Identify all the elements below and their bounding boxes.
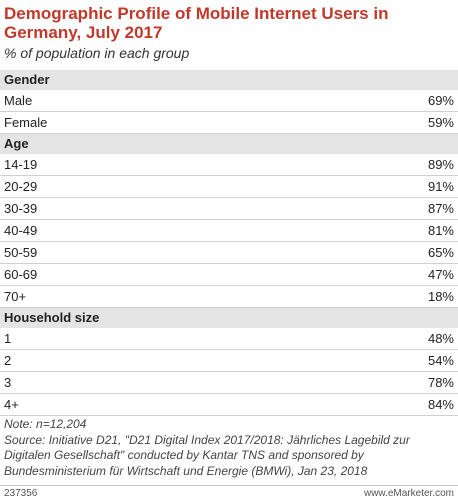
row-value: 69% [427, 93, 454, 108]
table-row: 70+ 18% [0, 286, 458, 308]
row-label: 1 [4, 331, 12, 346]
notes: Note: n=12,204 Source: Initiative D21, "… [4, 417, 456, 479]
row-value: 89% [427, 157, 454, 172]
row-value: 91% [427, 179, 454, 194]
table-row: Female 59% [0, 112, 458, 134]
row-label: Female [4, 115, 48, 130]
section-header: Gender [0, 70, 458, 90]
row-label: Male [4, 93, 33, 108]
table-row: 50-59 65% [0, 242, 458, 264]
title: Demographic Profile of Mobile Internet U… [4, 4, 389, 42]
row-label: 20-29 [4, 179, 38, 194]
table-row: 40-49 81% [0, 220, 458, 242]
row-label: 40-49 [4, 223, 38, 238]
row-label: 3 [4, 375, 12, 390]
table-row: 4+ 84% [0, 394, 458, 416]
table-row: 3 78% [0, 372, 458, 394]
table: Gender Male 69% Female 59% Age 14-19 89% 20-29 91… [0, 70, 458, 416]
row-value: 47% [427, 267, 454, 282]
footer-id: 237356 [4, 488, 38, 499]
table-row: 60-69 47% [0, 264, 458, 286]
row-label: 2 [4, 353, 12, 368]
table-row: 1 48% [0, 328, 458, 350]
row-label: 14-19 [4, 157, 38, 172]
row-label: 30-39 [4, 201, 38, 216]
source: Source: Initiative D21, "D21 Digital Ind… [4, 432, 410, 478]
table-row: 14-19 89% [0, 154, 458, 176]
row-value: 48% [427, 331, 454, 346]
row-label: 60-69 [4, 267, 38, 282]
row-value: 18% [427, 289, 454, 304]
row-label: 4+ [4, 397, 19, 412]
section-header: Household size [0, 308, 458, 328]
row-label: 70+ [4, 289, 27, 304]
footer: 237356 www.eMarketer.com [0, 485, 458, 499]
row-label: 50-59 [4, 245, 38, 260]
row-value: 87% [427, 201, 454, 216]
table-row: 30-39 87% [0, 198, 458, 220]
row-value: 54% [427, 353, 454, 368]
section-header: Age [0, 134, 458, 154]
row-value: 78% [427, 375, 454, 390]
subtitle: % of population in each group [4, 45, 190, 61]
row-value: 81% [427, 223, 454, 238]
note: Note: n=12,204 [4, 417, 87, 431]
table-row: 20-29 91% [0, 176, 458, 198]
row-value: 84% [427, 397, 454, 412]
table-row: Male 69% [0, 90, 458, 112]
brand: www.eMarketer.com [363, 488, 454, 499]
table-row: 2 54% [0, 350, 458, 372]
row-value: 59% [427, 115, 454, 130]
row-value: 65% [427, 245, 454, 260]
